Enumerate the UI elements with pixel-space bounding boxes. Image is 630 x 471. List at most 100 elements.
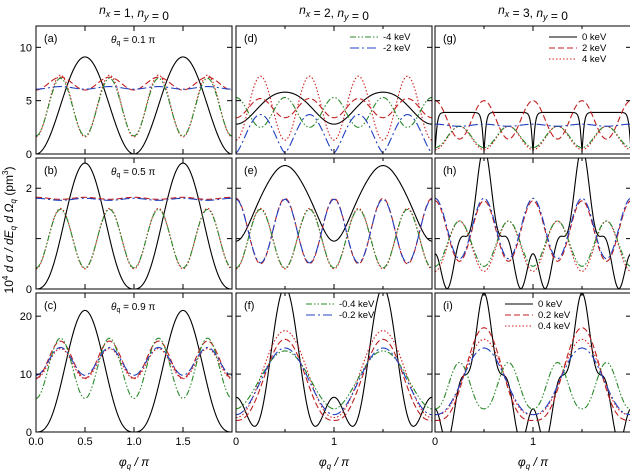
column-title-3: nx = 3, ny = 0: [498, 3, 568, 23]
series-line-1: [36, 56, 232, 154]
panel-h: (h): [434, 157, 630, 290]
series-line-5: [236, 113, 432, 154]
series-line-2: [36, 340, 232, 379]
x-tick-label: 0.0: [28, 436, 43, 448]
series-line-2: [435, 327, 630, 421]
panel-e: (e): [235, 157, 433, 290]
series-line-4: [36, 77, 232, 137]
y-tick-label: 20: [20, 311, 32, 323]
series-line-1: [236, 91, 432, 125]
series-line-1: [36, 162, 232, 289]
series-line-4: [236, 96, 432, 128]
series-line-3: [236, 330, 432, 419]
series-line-5: [36, 86, 232, 90]
svg-text:nx = 1, ny = 0: nx = 1, ny = 0: [99, 3, 169, 23]
x-axis-label-3: φq / π: [518, 455, 549, 471]
series-line-2: [236, 338, 432, 421]
series-line-4: [236, 208, 432, 269]
panel-label: (f): [244, 300, 254, 312]
x-tick-label: 0.5: [77, 436, 92, 448]
y-tick-label: 10: [20, 42, 32, 54]
legend-entry: -0.4 keV: [339, 299, 375, 310]
panel-b: 0 2 (b) θq = 0.5 π: [26, 157, 233, 296]
svg-text:nx = 2, ny = 0: nx = 2, ny = 0: [299, 3, 369, 23]
y-tick-label: 0: [26, 427, 32, 439]
svg-text:104 d σ / dEq d Ωq (pm3): 104 d σ / dEq d Ωq (pm3): [1, 167, 18, 294]
series-line-3: [236, 207, 432, 270]
series-line-4: [236, 350, 432, 410]
series-line-5: [236, 347, 432, 416]
panel-label: (i): [443, 300, 453, 312]
series-line-2: [435, 100, 630, 140]
y-tick-label: 2: [26, 183, 32, 195]
y-tick-label: 10: [20, 369, 32, 381]
legend-entry: 0 keV: [538, 299, 563, 310]
y-tick-label: 5: [26, 96, 32, 108]
panel-frame: [434, 157, 630, 290]
series-line-3: [36, 74, 232, 138]
series-line-1: [236, 165, 432, 242]
legend-entry: -0.2 keV: [339, 310, 375, 321]
panel-a: 0 5 10 (a) θq = 0.1 π: [20, 25, 233, 161]
theta-annotation: θq = 0.9 π: [111, 302, 155, 314]
series-line-5: [435, 197, 630, 260]
panel-label: (d): [244, 33, 257, 45]
y-axis-label: 104 d σ / dEq d Ωq (pm3): [1, 167, 18, 294]
series-line-3: [236, 75, 432, 141]
x-axis-label-1: φq / π: [119, 455, 150, 471]
svg-text:φq / π: φq / π: [319, 455, 350, 471]
x-tick-label: 1.0: [126, 436, 141, 448]
series-line-5: [36, 346, 232, 376]
x-tick-label: 1.5: [175, 436, 190, 448]
series-line-2: [36, 196, 232, 200]
panel-frame: [235, 157, 433, 290]
panel-label: (c): [44, 300, 57, 312]
panel-f: 0 1 (f) -0.4 keV-0.2 keV: [233, 292, 433, 448]
series-line-5: [236, 198, 432, 264]
column-title-1: nx = 1, ny = 0: [99, 3, 169, 23]
panel-label: (g): [443, 33, 456, 45]
theta-annotation: θq = 0.1 π: [111, 35, 155, 47]
series-line-3: [36, 207, 232, 270]
series-line-3: [435, 338, 630, 416]
x-tick-label: 1: [331, 436, 337, 448]
panel-frame: [235, 292, 433, 433]
series-line-1: [36, 309, 232, 432]
series-line-4: [36, 337, 232, 399]
x-tick-label: 0: [432, 436, 438, 448]
panel-frame: [434, 292, 630, 433]
y-tick-label: 0: [26, 284, 32, 296]
theta-annotation: θq = 0.5 π: [111, 167, 155, 179]
series-line-1: [236, 293, 432, 427]
series-line-1: [435, 158, 630, 289]
series-line-1: [435, 111, 630, 152]
legend-entry: 0.2 keV: [538, 310, 571, 321]
legend: -4 keV-2 keV: [350, 32, 411, 54]
legend: -0.4 keV-0.2 keV: [306, 299, 375, 321]
legend-entry: -2 keV: [383, 43, 411, 54]
series-line-4: [435, 220, 630, 267]
series-line-4: [435, 361, 630, 410]
svg-text:φq / π: φq / π: [119, 455, 150, 471]
series-line-1: [435, 293, 630, 432]
legend-entry: 4 keV: [582, 54, 607, 65]
x-tick-label: 1: [530, 436, 536, 448]
legend-entry: -4 keV: [383, 32, 411, 43]
y-tick-label: 0: [26, 149, 32, 161]
x-axis-label-2: φq / π: [319, 455, 350, 471]
series-line-4: [36, 208, 232, 269]
legend-entry: 0 keV: [582, 32, 607, 43]
series-line-3: [435, 220, 630, 272]
panel-label: (a): [44, 33, 57, 45]
x-tick-label: 0: [233, 436, 239, 448]
svg-text:φq / π: φq / π: [518, 455, 549, 471]
series-line-2: [236, 97, 432, 119]
legend-entry: 2 keV: [582, 43, 607, 54]
panel-label: (h): [443, 165, 456, 177]
series-line-5: [435, 123, 630, 127]
